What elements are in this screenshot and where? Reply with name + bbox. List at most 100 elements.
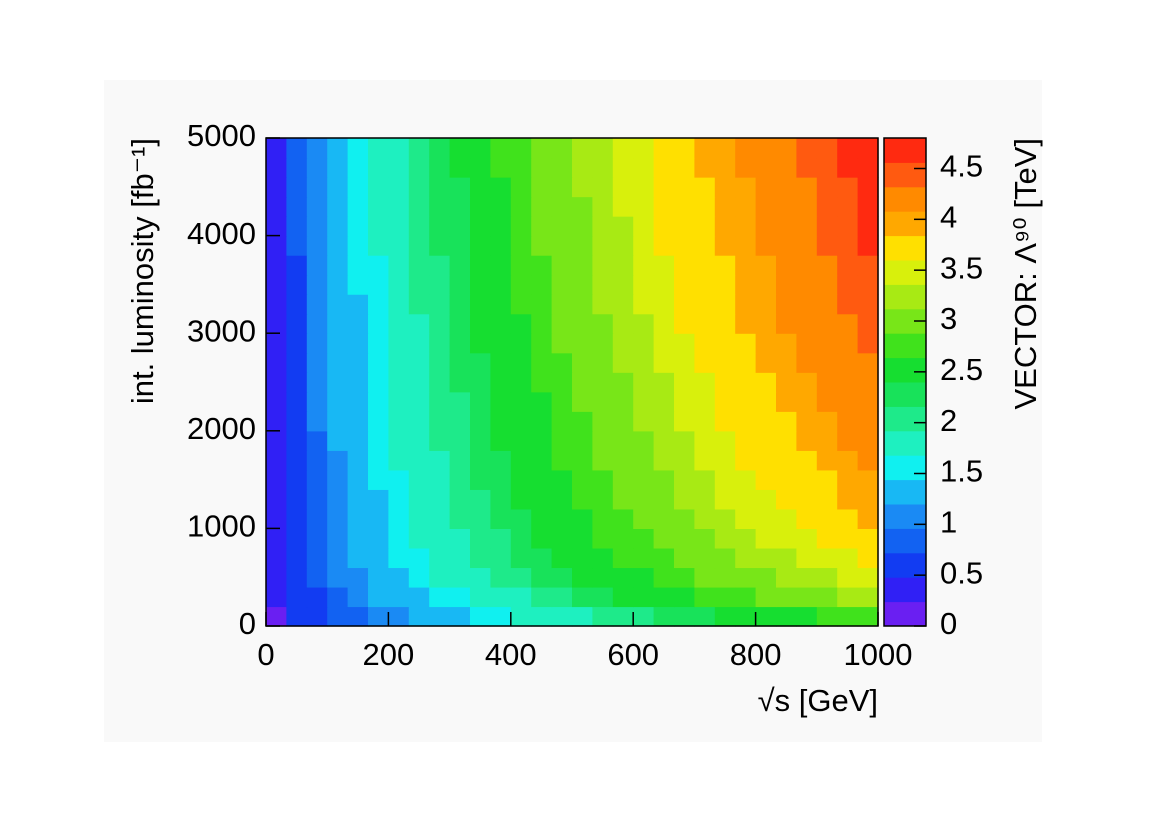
heatmap-cell [306,294,328,315]
heatmap-cell [347,255,369,276]
axes: 0 200 400 600 800 1000 0 1000 2000 3000 4000 5000 [187,118,912,672]
heatmap-cell [286,196,308,217]
heatmap-cell [633,274,655,295]
heatmap-cell [306,606,328,627]
heatmap-cell [714,586,736,608]
heatmap-cell [368,508,389,529]
heatmap-cell [368,606,389,627]
heatmap-cell [429,294,451,315]
heatmap-cell [592,255,614,276]
heatmap-cell [551,450,573,471]
heatmap-cell [674,313,695,334]
heatmap-cell [286,352,308,373]
heatmap-cell [572,138,593,159]
heatmap-cell [796,606,818,627]
heatmap-cell [837,294,859,315]
heatmap-cell [551,157,573,178]
heatmap-cell [674,528,695,549]
heatmap-cell [837,235,859,256]
heatmap-cell [490,294,512,315]
heatmap-cell [408,469,430,490]
heatmap-cell [368,333,389,354]
heatmap-cell [735,606,757,627]
heatmap-cell [816,606,838,627]
heatmap-cell [408,177,430,198]
heatmap-cell [776,508,797,529]
heatmap-cell [490,469,512,490]
heatmap-cell [674,391,695,412]
heatmap-cell [449,313,471,334]
heatmap-cell [368,255,389,276]
heatmap-cell [572,547,593,569]
heatmap-cell [612,450,634,471]
heatmap-cell [653,489,675,510]
heatmap-cell [592,294,614,315]
heatmap-cell [551,352,573,373]
heatmap-cell [592,196,614,217]
heatmap-cell [551,235,573,256]
heatmap-cell [837,196,859,217]
heatmap-cell [653,372,675,393]
heatmap-cell [633,372,655,393]
heatmap-cell [470,235,491,256]
heatmap-cell [694,352,716,373]
heatmap-cell [368,235,389,256]
heatmap-cell [612,313,634,334]
heatmap-cell [796,352,818,373]
heatmap-cell [531,391,553,412]
heatmap-cell [408,450,430,471]
heatmap-cell [796,196,818,217]
heatmap-cell [735,157,757,178]
heatmap-cell [510,138,532,159]
heatmap-cell [286,508,308,529]
colorbar-tick-label: 3 [940,301,957,336]
heatmap-cell [837,508,859,529]
heatmap-cell [776,391,797,412]
heatmap-cell [714,606,736,627]
heatmap-cell [592,372,614,393]
heatmap-cell [306,177,328,198]
heatmap-cell [429,196,451,217]
heatmap-cell [735,274,757,295]
heatmap-cell [449,411,471,432]
heatmap-cell [306,274,328,295]
heatmap-cell [470,547,491,569]
heatmap-cell [694,411,716,432]
heatmap-cell [633,567,655,588]
heatmap-cell [306,196,328,217]
heatmap-cell [408,216,430,237]
heatmap-cell [837,216,859,237]
heatmap-cell [776,411,797,432]
heatmap-cell [633,450,655,471]
heatmap-cell [429,547,451,569]
heatmap-cell [776,157,797,178]
heatmap-cell [388,177,410,198]
heatmap-cell [633,313,655,334]
heatmap-cell [735,352,757,373]
heatmap-cell [572,372,593,393]
heatmap-cell [653,255,675,276]
heatmap-cell [674,138,695,159]
heatmap-cell [612,606,634,627]
heatmap-cell [531,450,553,471]
heatmap-cell [551,333,573,354]
heatmap-cell [776,547,797,569]
heatmap-cell [347,157,369,178]
heatmap-cell [368,430,389,451]
heatmap-cell [470,255,491,276]
heatmap-cell [306,157,328,178]
heatmap-cell [612,547,634,569]
heatmap-cell [776,567,797,588]
heatmap-cell [612,235,634,256]
heatmap-cell [796,255,818,276]
heatmap-cell [531,196,553,217]
heatmap-cell [306,528,328,549]
heatmap-cell [408,274,430,295]
heatmap-cell [857,586,879,608]
heatmap-cell [857,138,879,159]
heatmap-cell [796,391,818,412]
heatmap-cell [347,294,369,315]
heatmap-cell [551,430,573,451]
heatmap-cell [551,294,573,315]
heatmap-cell [735,177,757,198]
